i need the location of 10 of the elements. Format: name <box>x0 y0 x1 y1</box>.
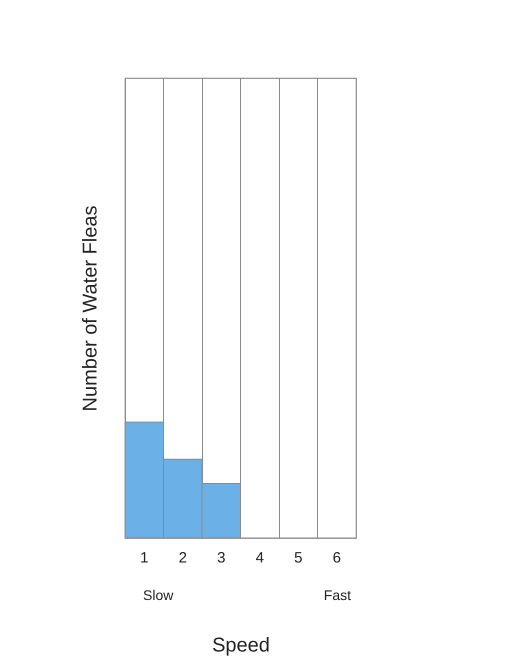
x-tick-label: 4 <box>256 550 264 566</box>
text: Fast <box>324 587 352 603</box>
x-tick-label: 3 <box>217 550 226 566</box>
text: Slow <box>143 587 174 603</box>
x-tick-label: 6 <box>332 550 341 566</box>
x-tick-label: 5 <box>294 550 302 566</box>
x-tick-label: 2 <box>178 550 187 566</box>
y-axis-title: Number of Water Fleas <box>80 206 102 412</box>
x-axis-title: Speed <box>212 634 270 656</box>
x-tick-label: 1 <box>140 550 148 566</box>
